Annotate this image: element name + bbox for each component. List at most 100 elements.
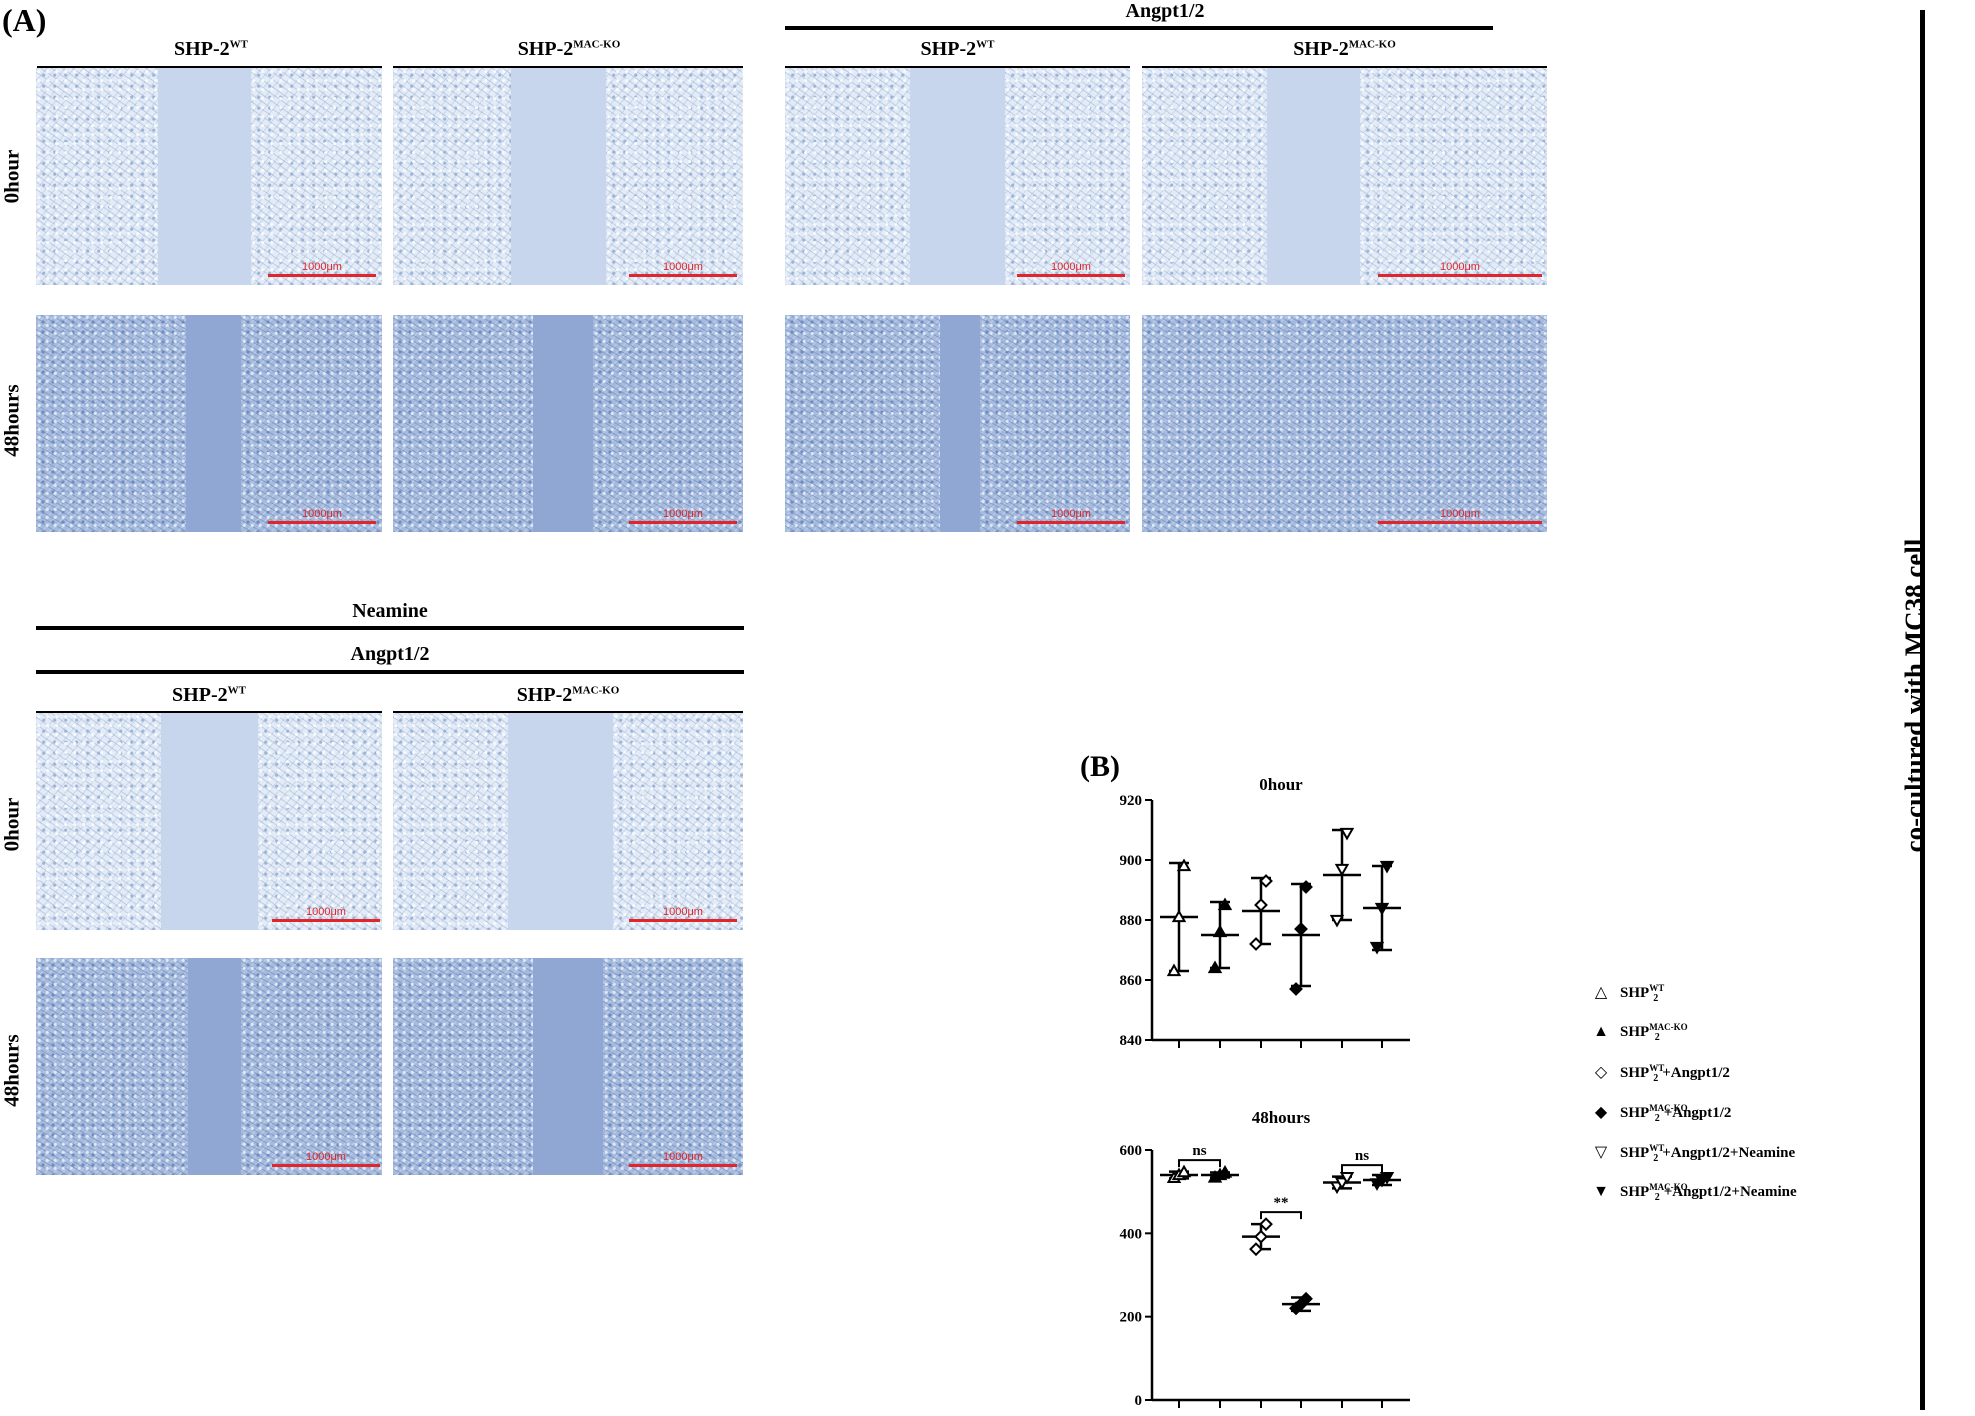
- data-point: [1176, 858, 1192, 872]
- data-point: [1329, 914, 1345, 928]
- rule-angpt-top-right: [785, 26, 1493, 30]
- data-point: [1217, 897, 1233, 911]
- header-sup: WT: [976, 38, 995, 51]
- micrograph-wt-48h: 1000μm: [36, 315, 382, 532]
- data-point: [1259, 874, 1273, 888]
- scale-bar-label: 1000μm: [302, 508, 342, 520]
- y-tick-label: 600: [1120, 1143, 1143, 1159]
- scale-bar-label: 1000μm: [1440, 508, 1480, 520]
- legend-item: ▼ SHPMAC-KO2 +Angpt1/2+Neamine: [1590, 1182, 1797, 1203]
- legend-item: △ SHPWT2: [1590, 982, 1665, 1004]
- legend-sup: WT: [1649, 983, 1665, 993]
- significance-label: ns: [1192, 1143, 1206, 1159]
- micrograph-neamine-wt-0h: 1000μm: [36, 713, 382, 930]
- significance-bracket: [1260, 1211, 1302, 1220]
- scale-bar-label: 1000μm: [663, 508, 703, 520]
- y-tick-label: 400: [1120, 1226, 1143, 1242]
- y-tick-label: 840: [1120, 1033, 1143, 1049]
- row-label-48hours-bottom: 48hours: [0, 1034, 24, 1107]
- row-label-48hours-top: 48hours: [0, 384, 24, 457]
- legend-label: SHP: [1620, 1065, 1650, 1081]
- header-base: SHP-2: [174, 38, 230, 60]
- y-tick-label: 860: [1120, 973, 1143, 989]
- scale-bar-label: 1000μm: [1440, 261, 1480, 273]
- legend-label: SHP: [1620, 1024, 1650, 1040]
- data-point: [1369, 941, 1385, 955]
- data-point: [1212, 924, 1228, 938]
- rule-neamine: [36, 626, 744, 630]
- chart-0hour: 0hour840860880900920Distance:μ M: [1120, 775, 1410, 1049]
- data-point: [1166, 963, 1182, 977]
- side-rule: [1920, 10, 1925, 1410]
- open-triangle-up-icon: △: [1594, 984, 1608, 1001]
- header-sup: MAC-KO: [1348, 38, 1396, 51]
- data-point: [1217, 1164, 1233, 1178]
- legend-sub: 2: [1654, 1113, 1660, 1124]
- header-neamine: Neamine: [352, 600, 428, 622]
- data-point: [1289, 982, 1303, 996]
- open-triangle-down-icon: ▽: [1594, 1144, 1608, 1161]
- data-point: [1254, 1229, 1268, 1244]
- header-shp2-wt-top-left: SHP-2WT: [40, 38, 382, 61]
- legend-sup: WT: [1649, 1063, 1665, 1073]
- micrograph-angpt-wt-48h: 1000μm: [785, 315, 1130, 532]
- y-tick-label: 0: [1135, 1393, 1143, 1409]
- data-point: [1294, 922, 1308, 936]
- legend-item: ▲ SHPMAC-KO2: [1590, 1022, 1688, 1043]
- legend-sub: 2: [1653, 1153, 1659, 1164]
- data-point: [1299, 1291, 1313, 1306]
- scale-bar-label: 1000μm: [663, 261, 703, 273]
- header-base: SHP-2: [172, 684, 228, 706]
- legend-sub: 2: [1653, 993, 1659, 1004]
- data-point: [1334, 863, 1350, 877]
- data-point: [1374, 902, 1390, 916]
- legend-suffix: +Angpt1/2: [1663, 1105, 1732, 1121]
- row-label-0hour-bottom: 0hour: [0, 797, 24, 852]
- legend-sup: WT: [1649, 1143, 1665, 1153]
- data-point: [1176, 1164, 1192, 1178]
- data-point: [1379, 1171, 1395, 1185]
- y-tick-label: 900: [1120, 853, 1143, 869]
- micrograph-wt-0h: 1000μm: [36, 68, 382, 285]
- filled-triangle-up-icon: ▲: [1593, 1023, 1609, 1040]
- filled-diamond-icon: ◆: [1594, 1104, 1608, 1121]
- data-point: [1249, 1242, 1263, 1257]
- header-angpt-top-right: Angpt1/2: [1125, 0, 1205, 22]
- header-shp2-wt-top-right: SHP-2WT: [785, 38, 1130, 61]
- scale-bar-label: 1000μm: [1051, 261, 1091, 273]
- significance-bracket: [1178, 1159, 1221, 1168]
- legend-sub: 2: [1653, 1073, 1659, 1084]
- header-angpt-bottom: Angpt1/2: [350, 643, 430, 665]
- legend-label: SHP: [1620, 1184, 1650, 1200]
- micrograph-angpt-ko-0h: 1000μm: [1142, 68, 1547, 285]
- legend-label: SHP: [1620, 985, 1650, 1001]
- data-point: [1339, 827, 1355, 841]
- header-shp2-ko-bottom: SHP-2MAC-KO: [393, 684, 743, 707]
- data-point: [1259, 1217, 1273, 1232]
- chart-title: 48hours: [1252, 1108, 1311, 1127]
- rule-angpt-bottom: [36, 670, 744, 674]
- header-sup: WT: [227, 684, 246, 697]
- panel-a-label: (A): [2, 2, 47, 38]
- scale-bar-label: 1000μm: [306, 1151, 346, 1163]
- data-point: [1379, 860, 1395, 874]
- chart-title: 0hour: [1259, 775, 1303, 794]
- open-diamond-icon: ◇: [1594, 1064, 1608, 1081]
- micrograph-ko-0h: 1000μm: [393, 68, 743, 285]
- side-label: co-cultured with MC38 cell: [1899, 538, 1930, 853]
- chart-48hours: 48hours0200400600Distance:μ Mns**ns: [1120, 1108, 1410, 1409]
- legend-item: ◇ SHPWT2 +Angpt1/2: [1590, 1062, 1730, 1084]
- legend-sub: 2: [1654, 1032, 1660, 1043]
- y-tick-label: 880: [1120, 913, 1143, 929]
- header-sup: WT: [229, 38, 248, 51]
- y-tick-label: 920: [1120, 793, 1143, 809]
- micrograph-neamine-wt-48h: 1000μm: [36, 958, 382, 1175]
- legend-suffix: +Angpt1/2+Neamine: [1663, 1184, 1797, 1200]
- significance-bracket: [1341, 1164, 1383, 1173]
- data-point: [1207, 960, 1223, 974]
- legend-sup: MAC-KO: [1649, 1103, 1688, 1113]
- micrograph-angpt-wt-0h: 1000μm: [785, 68, 1130, 285]
- micrograph-neamine-ko-48h: 1000μm: [393, 958, 743, 1175]
- scale-bar-label: 1000μm: [663, 1151, 703, 1163]
- legend-label: SHP: [1620, 1105, 1650, 1121]
